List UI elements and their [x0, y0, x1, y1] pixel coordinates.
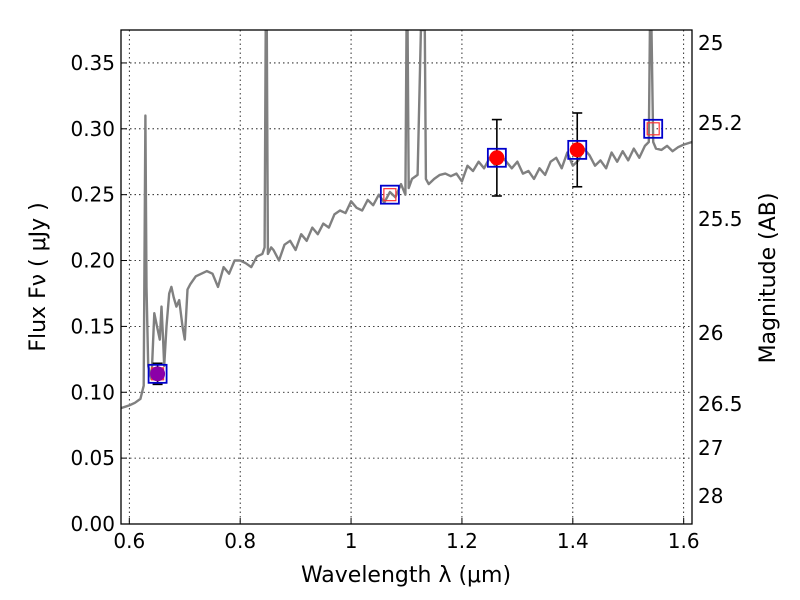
inner-square-marker — [383, 188, 397, 202]
right-tick-label: 26 — [698, 321, 723, 345]
right-tick-label: 26.5 — [698, 392, 743, 416]
right-tick-label: 25 — [698, 31, 723, 55]
x-tick-label: 1.4 — [557, 529, 589, 553]
spectrum-line — [121, 30, 692, 410]
y-tick-label: 0.30 — [70, 117, 115, 141]
filled-dot-marker — [569, 142, 585, 158]
open-square-marker — [486, 147, 507, 168]
y-axis-label: Flux Fν ( μJy ) — [26, 202, 51, 351]
x-tick-label: 1.6 — [668, 529, 700, 553]
open-square-marker — [147, 363, 168, 384]
x-tick-label: 1 — [345, 529, 358, 553]
y-tick-label: 0.10 — [70, 380, 115, 404]
x-axis-label: Wavelength λ (μm) — [301, 563, 511, 588]
filled-dot-marker — [489, 150, 505, 166]
open-square-marker — [379, 184, 400, 205]
y-tick-label: 0.25 — [70, 183, 115, 207]
filled-dot-marker — [150, 366, 166, 382]
y-tick-label: 0.20 — [70, 249, 115, 273]
inner-square-marker — [646, 122, 660, 136]
open-square-marker — [643, 118, 664, 139]
y-tick-label: 0.35 — [70, 51, 115, 75]
y-tick-label: 0.00 — [70, 512, 115, 536]
x-tick-label: 0.6 — [113, 529, 145, 553]
right-axis-label: Magnitude (AB) — [756, 193, 781, 364]
plot-frame — [120, 29, 693, 525]
right-tick-label: 28 — [698, 484, 723, 508]
right-tick-label: 27 — [698, 436, 723, 460]
x-tick-label: 0.8 — [224, 529, 256, 553]
right-tick-label: 25.2 — [698, 111, 743, 135]
x-tick-label: 1.2 — [446, 529, 478, 553]
right-tick-label: 25.5 — [698, 207, 743, 231]
plot-content — [121, 30, 692, 410]
open-square-marker — [567, 139, 588, 160]
y-tick-label: 0.15 — [70, 314, 115, 338]
y-tick-label: 0.05 — [70, 446, 115, 470]
